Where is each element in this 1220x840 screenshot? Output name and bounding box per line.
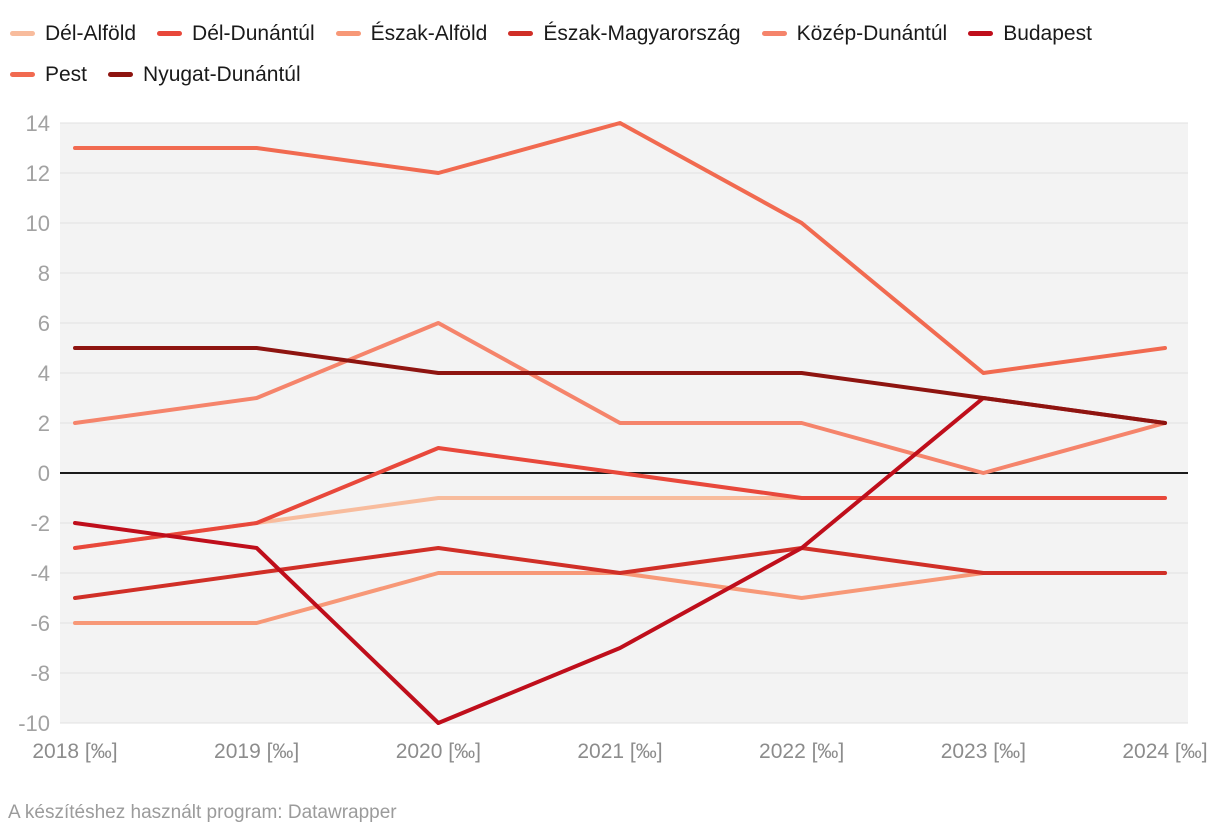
legend-item-eszak-magyarorszag: Észak-Magyarország: [508, 21, 741, 46]
legend-swatch-eszak-magyarorszag: [508, 31, 534, 36]
x-axis-label: 2020 [‰]: [396, 740, 481, 763]
x-axis-label: 2023 [‰]: [941, 740, 1026, 763]
legend-item-pest: Pest: [10, 63, 87, 87]
legend-swatch-nyugat-dunantul: [108, 72, 134, 77]
legend-row-1: Dél-Alföld Dél-Dunántúl Észak-Alföld Észak-…: [10, 13, 1215, 54]
x-axis-label: 2019 [‰]: [214, 740, 299, 763]
legend-swatch-budapest: [968, 31, 994, 36]
series-line-del-dunantul: [73, 446, 1167, 550]
legend-swatch-del-dunantul: [157, 31, 183, 36]
legend-label: Észak-Alföld: [370, 21, 488, 45]
legend-label: Észak-Magyarország: [543, 21, 741, 45]
y-axis-label: 14: [26, 111, 50, 136]
y-axis-label: -10: [18, 711, 50, 736]
x-axis-label: 2024 [‰]: [1122, 740, 1207, 763]
legend-item-kozep-dunantul: Közép-Dunántúl: [761, 21, 948, 46]
series-line-kozep-dunantul: [73, 321, 1167, 475]
legend-swatch-pest: [10, 72, 35, 77]
credit-text: A készítéshez használt program: Datawrap…: [8, 802, 397, 823]
legend-label: Dél-Alföld: [45, 21, 137, 45]
legend-label: Pest: [45, 62, 88, 86]
legend-label: Nyugat-Dunántúl: [143, 62, 301, 86]
legend-swatch-kozep-dunantul: [761, 31, 787, 36]
y-axis-label: 6: [38, 311, 50, 336]
series-line-nyugat-dunantul: [73, 346, 1167, 425]
legend-swatch-eszak-alfold: [335, 31, 361, 36]
legend-row-2: Pest Nyugat-Dunántúl: [10, 54, 1215, 95]
y-axis-label: 8: [38, 261, 50, 286]
x-axis-label: 2022 [‰]: [759, 740, 844, 763]
x-axis-label: 2021 [‰]: [577, 740, 662, 763]
y-axis-label: -4: [30, 561, 50, 586]
y-axis-label: 4: [38, 361, 50, 386]
legend-item-del-dunantul: Dél-Dunántúl: [157, 22, 315, 46]
y-axis-label: 10: [26, 211, 50, 236]
legend-item-del-alfold: Dél-Alföld: [10, 22, 136, 46]
legend-swatch-del-alfold: [10, 31, 35, 36]
legend-label: Közép-Dunántúl: [796, 21, 948, 45]
y-axis-label: 2: [38, 411, 50, 436]
y-axis-label: -8: [30, 661, 50, 686]
x-axis-label: 2018 [‰]: [32, 740, 117, 763]
series-line-pest: [73, 121, 1167, 375]
y-axis-label: -6: [30, 611, 50, 636]
line-chart: 14 12 10 8 6 4 2 0 -2 -4 -6 -8 -10 2018 [‰] 2019 [‰] 20…: [18, 111, 1207, 763]
legend-item-budapest: Budapest: [968, 22, 1092, 46]
legend-item-nyugat-dunantul: Nyugat-Dunántúl: [108, 63, 301, 87]
y-axis-label: -2: [30, 511, 50, 536]
y-axis-label: 12: [26, 161, 50, 186]
legend-item-eszak-alfold: Észak-Alföld: [335, 21, 488, 46]
chart-legend: Dél-Alföld Dél-Dunántúl Észak-Alföld Észak-…: [10, 13, 1215, 95]
legend-label: Budapest: [1003, 21, 1092, 45]
y-axis-label: 0: [38, 461, 50, 486]
series-line-eszak-magyarorszag: [73, 546, 1167, 600]
legend-label: Dél-Dunántúl: [192, 21, 315, 45]
